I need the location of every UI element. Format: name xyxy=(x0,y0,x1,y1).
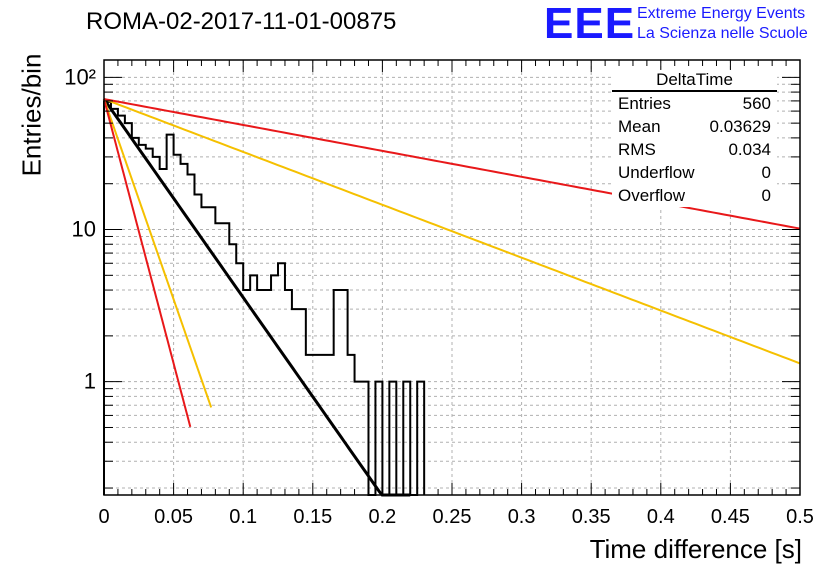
histogram xyxy=(103,100,426,496)
x-tick-label: 0.05 xyxy=(154,506,193,528)
stats-value: 0.034 xyxy=(728,140,771,159)
stats-row: Underflow 0 xyxy=(612,161,777,184)
stats-row: Entries 560 xyxy=(612,92,777,115)
grid-lines xyxy=(104,60,800,495)
stats-value: 0.03629 xyxy=(709,117,771,136)
stats-row: RMS 0.034 xyxy=(612,138,777,161)
fit-line-red xyxy=(103,98,192,428)
logo-caption-line2: La Scienza nelle Scuole xyxy=(637,25,808,42)
y-axis-label: Entries/bin xyxy=(16,53,47,177)
stats-title: DeltaTime xyxy=(612,70,777,92)
fit-line-yellow xyxy=(103,98,801,365)
y-tick-label: 1 xyxy=(84,369,96,394)
x-tick-label: 0.25 xyxy=(433,506,472,528)
stats-value: 560 xyxy=(742,94,771,113)
x-axis-label: Time difference [s] xyxy=(589,534,802,564)
stats-value: 0 xyxy=(761,186,771,205)
x-tick-label: 0.15 xyxy=(293,506,332,528)
fit-line-red xyxy=(103,98,801,230)
stats-label: Underflow xyxy=(618,163,695,182)
x-tick-label: 0.4 xyxy=(647,506,675,528)
fit-line-yellow xyxy=(103,98,213,408)
histogram-outline xyxy=(103,100,426,496)
stats-label: Overflow xyxy=(618,186,686,205)
eee-logo: EEE xyxy=(544,0,636,48)
fit-lines xyxy=(102,98,801,497)
x-tick-label: 0.2 xyxy=(368,506,396,528)
stats-box: DeltaTime Entries 560 Mean 0.03629 RMS 0.03… xyxy=(612,70,777,207)
stats-label: RMS xyxy=(618,140,656,159)
stats-label: Mean xyxy=(618,117,661,136)
x-tick-label: 0.45 xyxy=(711,506,750,528)
stats-row: Overflow 0 xyxy=(612,184,777,207)
y-tick-label: 10 xyxy=(72,217,96,242)
stats-value: 0 xyxy=(761,163,771,182)
x-tick-label: 0.5 xyxy=(786,506,814,528)
x-tick-label: 0.1 xyxy=(229,506,257,528)
logo-caption-line1: Extreme Energy Events xyxy=(637,5,806,22)
logo-caption: Extreme Energy Events La Scienza nelle S… xyxy=(637,4,808,44)
fit-line-black xyxy=(102,98,411,497)
chart-title: ROMA-02-2017-11-01-00875 xyxy=(86,8,397,35)
y-tick-label: 10² xyxy=(64,64,96,89)
axis-ticks: 0 0.05 0.1 0.15 0.2 0.25 0.3 0.35 0.4 0.45 0.5 1 10 1… xyxy=(64,60,814,528)
x-tick-label: 0.35 xyxy=(572,506,611,528)
stats-row: Mean 0.03629 xyxy=(612,115,777,138)
x-tick-label: 0.3 xyxy=(508,506,536,528)
stats-label: Entries xyxy=(618,94,671,113)
x-tick-label: 0 xyxy=(98,506,109,528)
